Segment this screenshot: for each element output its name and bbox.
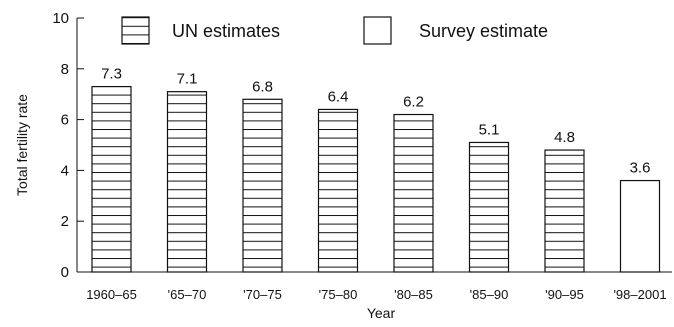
bar-value-label: 7.1 (177, 71, 198, 88)
x-tick-label: '90–95 (545, 287, 584, 302)
bar-value-label: 7.3 (101, 66, 122, 83)
y-tick-label: 6 (61, 112, 69, 129)
legend-label-un-estimates: UN estimates (172, 21, 280, 41)
x-axis-title: Year (367, 305, 396, 321)
bar (619, 179, 661, 273)
bar-value-label: 3.6 (630, 160, 651, 177)
bar-value-label: 6.4 (328, 88, 349, 105)
x-tick-label: '85–90 (470, 287, 509, 302)
x-tick-label: '75–80 (319, 287, 358, 302)
bar-group (91, 85, 661, 273)
bar (468, 141, 510, 273)
y-tick-group: 0 2 4 6 8 10 (52, 10, 84, 281)
bar (544, 149, 585, 273)
legend: UN estimates Survey estimate (121, 16, 548, 45)
x-tick-label: '70–75 (243, 287, 282, 302)
value-label-group: 7.3 7.1 6.8 6.4 6.2 5.1 4.8 3.6 (101, 66, 650, 177)
y-tick-label: 0 (61, 264, 69, 281)
legend-swatch-un-estimates (121, 16, 150, 45)
y-tick-label: 2 (61, 213, 69, 230)
bar (166, 91, 208, 273)
bar (317, 108, 359, 273)
legend-label-survey-estimate: Survey estimate (419, 21, 548, 41)
x-tick-label: '65–70 (168, 287, 207, 302)
bar-value-label: 5.1 (479, 121, 500, 138)
y-axis-title: Total fertility rate (14, 94, 30, 196)
x-tick-label: '98–2001 (613, 287, 666, 302)
y-tick-label: 10 (52, 10, 69, 27)
bar (242, 98, 283, 273)
y-tick-label: 8 (61, 61, 69, 78)
x-tick-label: 1960–65 (86, 287, 137, 302)
legend-swatch-survey-estimate (363, 16, 392, 45)
bar-value-label: 6.2 (403, 94, 424, 111)
bar-value-label: 4.8 (554, 129, 575, 146)
bar (393, 113, 434, 273)
y-tick-label: 4 (61, 162, 69, 179)
x-tick-label: '80–85 (394, 287, 433, 302)
x-tick-group: 1960–65 '65–70 '70–75 '75–80 '80–85 '85–90 '90… (86, 287, 666, 302)
bar-value-label: 6.8 (252, 78, 273, 95)
bar (91, 85, 132, 273)
